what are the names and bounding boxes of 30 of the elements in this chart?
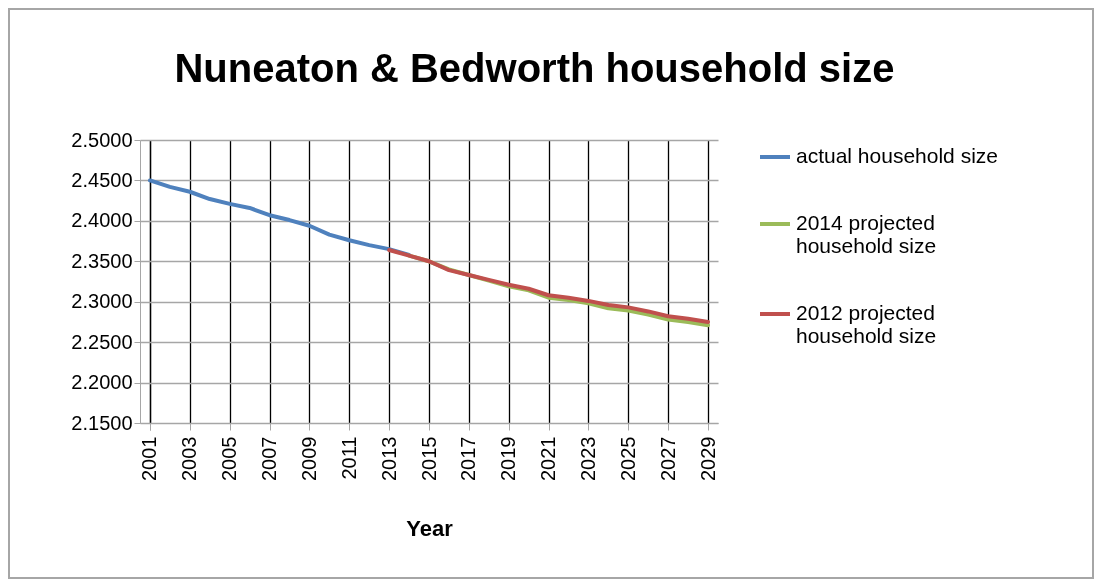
x-tick-label: 2013 — [377, 436, 400, 481]
y-tick-label: 2.1500 — [71, 411, 133, 434]
y-tick-label: 2.2000 — [71, 371, 133, 394]
x-tick-label: 2017 — [457, 436, 480, 481]
x-tick-label: 2011 — [337, 436, 360, 480]
x-tick-label: 2003 — [178, 436, 201, 481]
chart-title: Nuneaton & Bedworth household size — [174, 46, 895, 90]
x-axis-title: Year — [406, 515, 454, 541]
x-tick-label: 2023 — [576, 436, 599, 481]
x-tick-label: 2019 — [497, 436, 520, 481]
y-tick-label: 2.2500 — [71, 330, 133, 353]
x-tick-label: 2001 — [138, 436, 161, 481]
line-series — [387, 247, 711, 324]
x-tick-label: 2009 — [297, 436, 320, 481]
line-series — [147, 178, 412, 257]
x-tick-label: 2029 — [696, 436, 719, 481]
legend-label: actual household size — [796, 144, 998, 167]
y-tick-label: 2.3500 — [71, 249, 133, 272]
y-tick-label: 2.5000 — [71, 128, 133, 151]
x-tick-label: 2015 — [417, 436, 440, 481]
legend-label: 2014 projected household size — [796, 211, 937, 257]
x-tick-label: 2027 — [656, 436, 679, 481]
x-tick-label: 2005 — [218, 436, 241, 481]
legend-label: 2012 projected household size — [796, 301, 937, 347]
y-tick-label: 2.3000 — [71, 290, 133, 313]
x-tick-label: 2007 — [258, 436, 281, 481]
x-tick-label: 2021 — [537, 436, 560, 481]
x-tick-label: 2025 — [616, 436, 639, 481]
y-tick-label: 2.4500 — [71, 168, 133, 191]
y-tick-label: 2.4000 — [71, 209, 133, 232]
